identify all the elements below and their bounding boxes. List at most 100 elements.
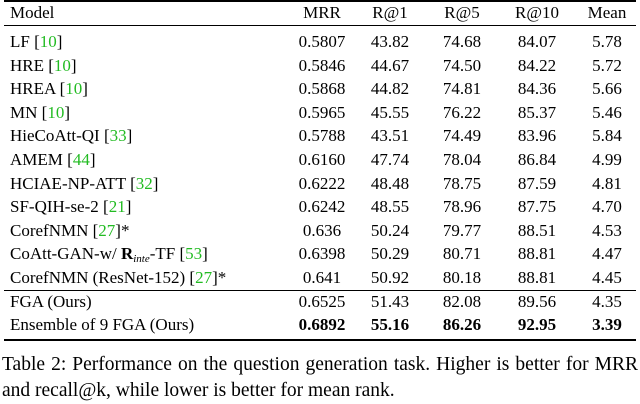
- model-text: 10: [65, 79, 83, 99]
- value-cell: 0.641: [302, 268, 342, 287]
- model-cell: SF-QIH-se-2 [21]: [10, 197, 131, 217]
- value-cell: 4.47: [592, 244, 622, 264]
- model-text: SF-QIH-se-2 [: [10, 197, 109, 217]
- top-rule: [4, 0, 636, 2]
- model-cell: FGA (Ours): [10, 292, 92, 312]
- value-cell: 74.50: [442, 55, 482, 75]
- value-cell: 89.56: [517, 291, 557, 311]
- model-cell: HCIAE-NP-ATT [32]: [10, 174, 158, 194]
- value-cell: 79.77: [442, 220, 482, 240]
- value-cell: 48.48: [370, 173, 410, 193]
- model-text: 33: [109, 126, 127, 146]
- value-cell: 4.45: [592, 268, 622, 287]
- value-cell: 87.75: [517, 197, 557, 217]
- model-text: R: [120, 244, 134, 264]
- model-text: CorefNMN [: [10, 220, 99, 240]
- model-text: ]: [82, 79, 88, 99]
- value-cell: 0.5965: [298, 102, 346, 122]
- model-text: Ensemble of 9 FGA (Ours): [10, 315, 195, 335]
- model-text: HCIAE-NP-ATT [: [10, 173, 136, 193]
- model-cell: HieCoAtt-QI [33]: [10, 126, 132, 146]
- model-text: ]: [152, 173, 159, 193]
- model-text: 53: [185, 244, 203, 264]
- value-cell: 50.29: [370, 244, 410, 264]
- model-text: ]: [202, 244, 208, 264]
- model-text: FGA (Ours): [10, 291, 92, 311]
- value-cell: 43.82: [370, 32, 410, 51]
- mid-rule: [4, 290, 636, 291]
- value-cell: 5.78: [592, 32, 622, 51]
- value-cell: 74.81: [442, 79, 482, 99]
- header-cell: R@10: [515, 3, 559, 22]
- value-cell: 0.6222: [298, 173, 346, 193]
- model-text: AMEM [: [10, 150, 73, 169]
- value-cell: 45.55: [370, 102, 410, 122]
- model-text: HREA [: [10, 79, 66, 99]
- model-text: 44: [72, 150, 90, 169]
- model-text: ]: [89, 150, 96, 169]
- model-text: HieCoAtt-QI [: [10, 126, 110, 146]
- value-cell: 4.99: [592, 150, 622, 169]
- caption: Table 2: Performance on the question gen…: [2, 354, 638, 401]
- value-cell: 87.59: [517, 173, 557, 193]
- model-text: CoAtt-GAN-w/: [10, 244, 121, 264]
- model-text: HRE [: [10, 55, 54, 75]
- model-text: 27: [195, 268, 213, 287]
- value-cell: 74.49: [442, 126, 482, 146]
- value-cell: 80.71: [442, 244, 482, 264]
- model-text: MN [: [10, 102, 48, 122]
- model-cell: CorefNMN [27]*: [10, 221, 129, 241]
- value-cell: 0.5868: [298, 79, 346, 99]
- value-cell: 4.53: [592, 220, 622, 240]
- header-cell: MRR: [303, 3, 341, 22]
- value-cell: 55.16: [370, 315, 410, 335]
- model-text: ]: [56, 32, 63, 51]
- model-cell: LF [10]: [10, 32, 62, 52]
- model-cell: CoAtt-GAN-w/ Rinte-TF [53]: [10, 244, 208, 269]
- header-cell: R@5: [444, 3, 480, 22]
- value-cell: 5.46: [592, 102, 622, 122]
- value-cell: 84.36: [517, 79, 557, 99]
- model-text: ]: [70, 55, 77, 75]
- value-cell: 78.75: [442, 173, 482, 193]
- value-cell: 82.08: [442, 291, 482, 311]
- value-cell: 44.82: [370, 79, 410, 99]
- model-cell: HREA [10]: [10, 79, 88, 99]
- model-text: inte: [133, 253, 150, 266]
- model-text: ]*: [115, 220, 130, 240]
- model-cell: Ensemble of 9 FGA (Ours): [10, 315, 194, 335]
- value-cell: 78.04: [442, 150, 482, 169]
- model-text: ]: [64, 102, 70, 122]
- value-cell: 83.96: [517, 126, 557, 146]
- value-cell: 43.51: [370, 126, 410, 146]
- value-cell: 0.6525: [298, 291, 346, 311]
- value-cell: 86.84: [517, 150, 557, 169]
- value-cell: 4.35: [592, 291, 622, 311]
- value-cell: 0.6160: [298, 150, 346, 169]
- value-cell: 0.6892: [298, 315, 346, 335]
- value-cell: 47.74: [370, 150, 410, 169]
- value-cell: 74.68: [442, 32, 482, 51]
- header-cell: R@1: [372, 3, 408, 22]
- model-text: 21: [108, 197, 126, 217]
- value-cell: 48.55: [370, 197, 410, 217]
- value-cell: 78.96: [442, 197, 482, 217]
- value-cell: 51.43: [370, 291, 410, 311]
- value-cell: 92.95: [517, 315, 557, 335]
- value-cell: 76.22: [442, 102, 482, 122]
- value-cell: 80.18: [442, 268, 482, 287]
- value-cell: 3.39: [592, 315, 622, 335]
- model-cell: MN [10]: [10, 103, 70, 123]
- model-cell: HRE [10]: [10, 56, 77, 76]
- model-text: ]*: [212, 268, 227, 287]
- value-cell: 84.07: [517, 32, 557, 51]
- value-cell: 88.81: [517, 268, 557, 287]
- value-cell: 5.72: [592, 55, 622, 75]
- model-text: -TF [: [149, 244, 186, 264]
- value-cell: 0.6398: [298, 244, 346, 264]
- value-cell: 0.6242: [298, 197, 346, 217]
- model-text: 27: [98, 220, 116, 240]
- value-cell: 4.81: [592, 173, 622, 193]
- model-text: 10: [53, 55, 71, 75]
